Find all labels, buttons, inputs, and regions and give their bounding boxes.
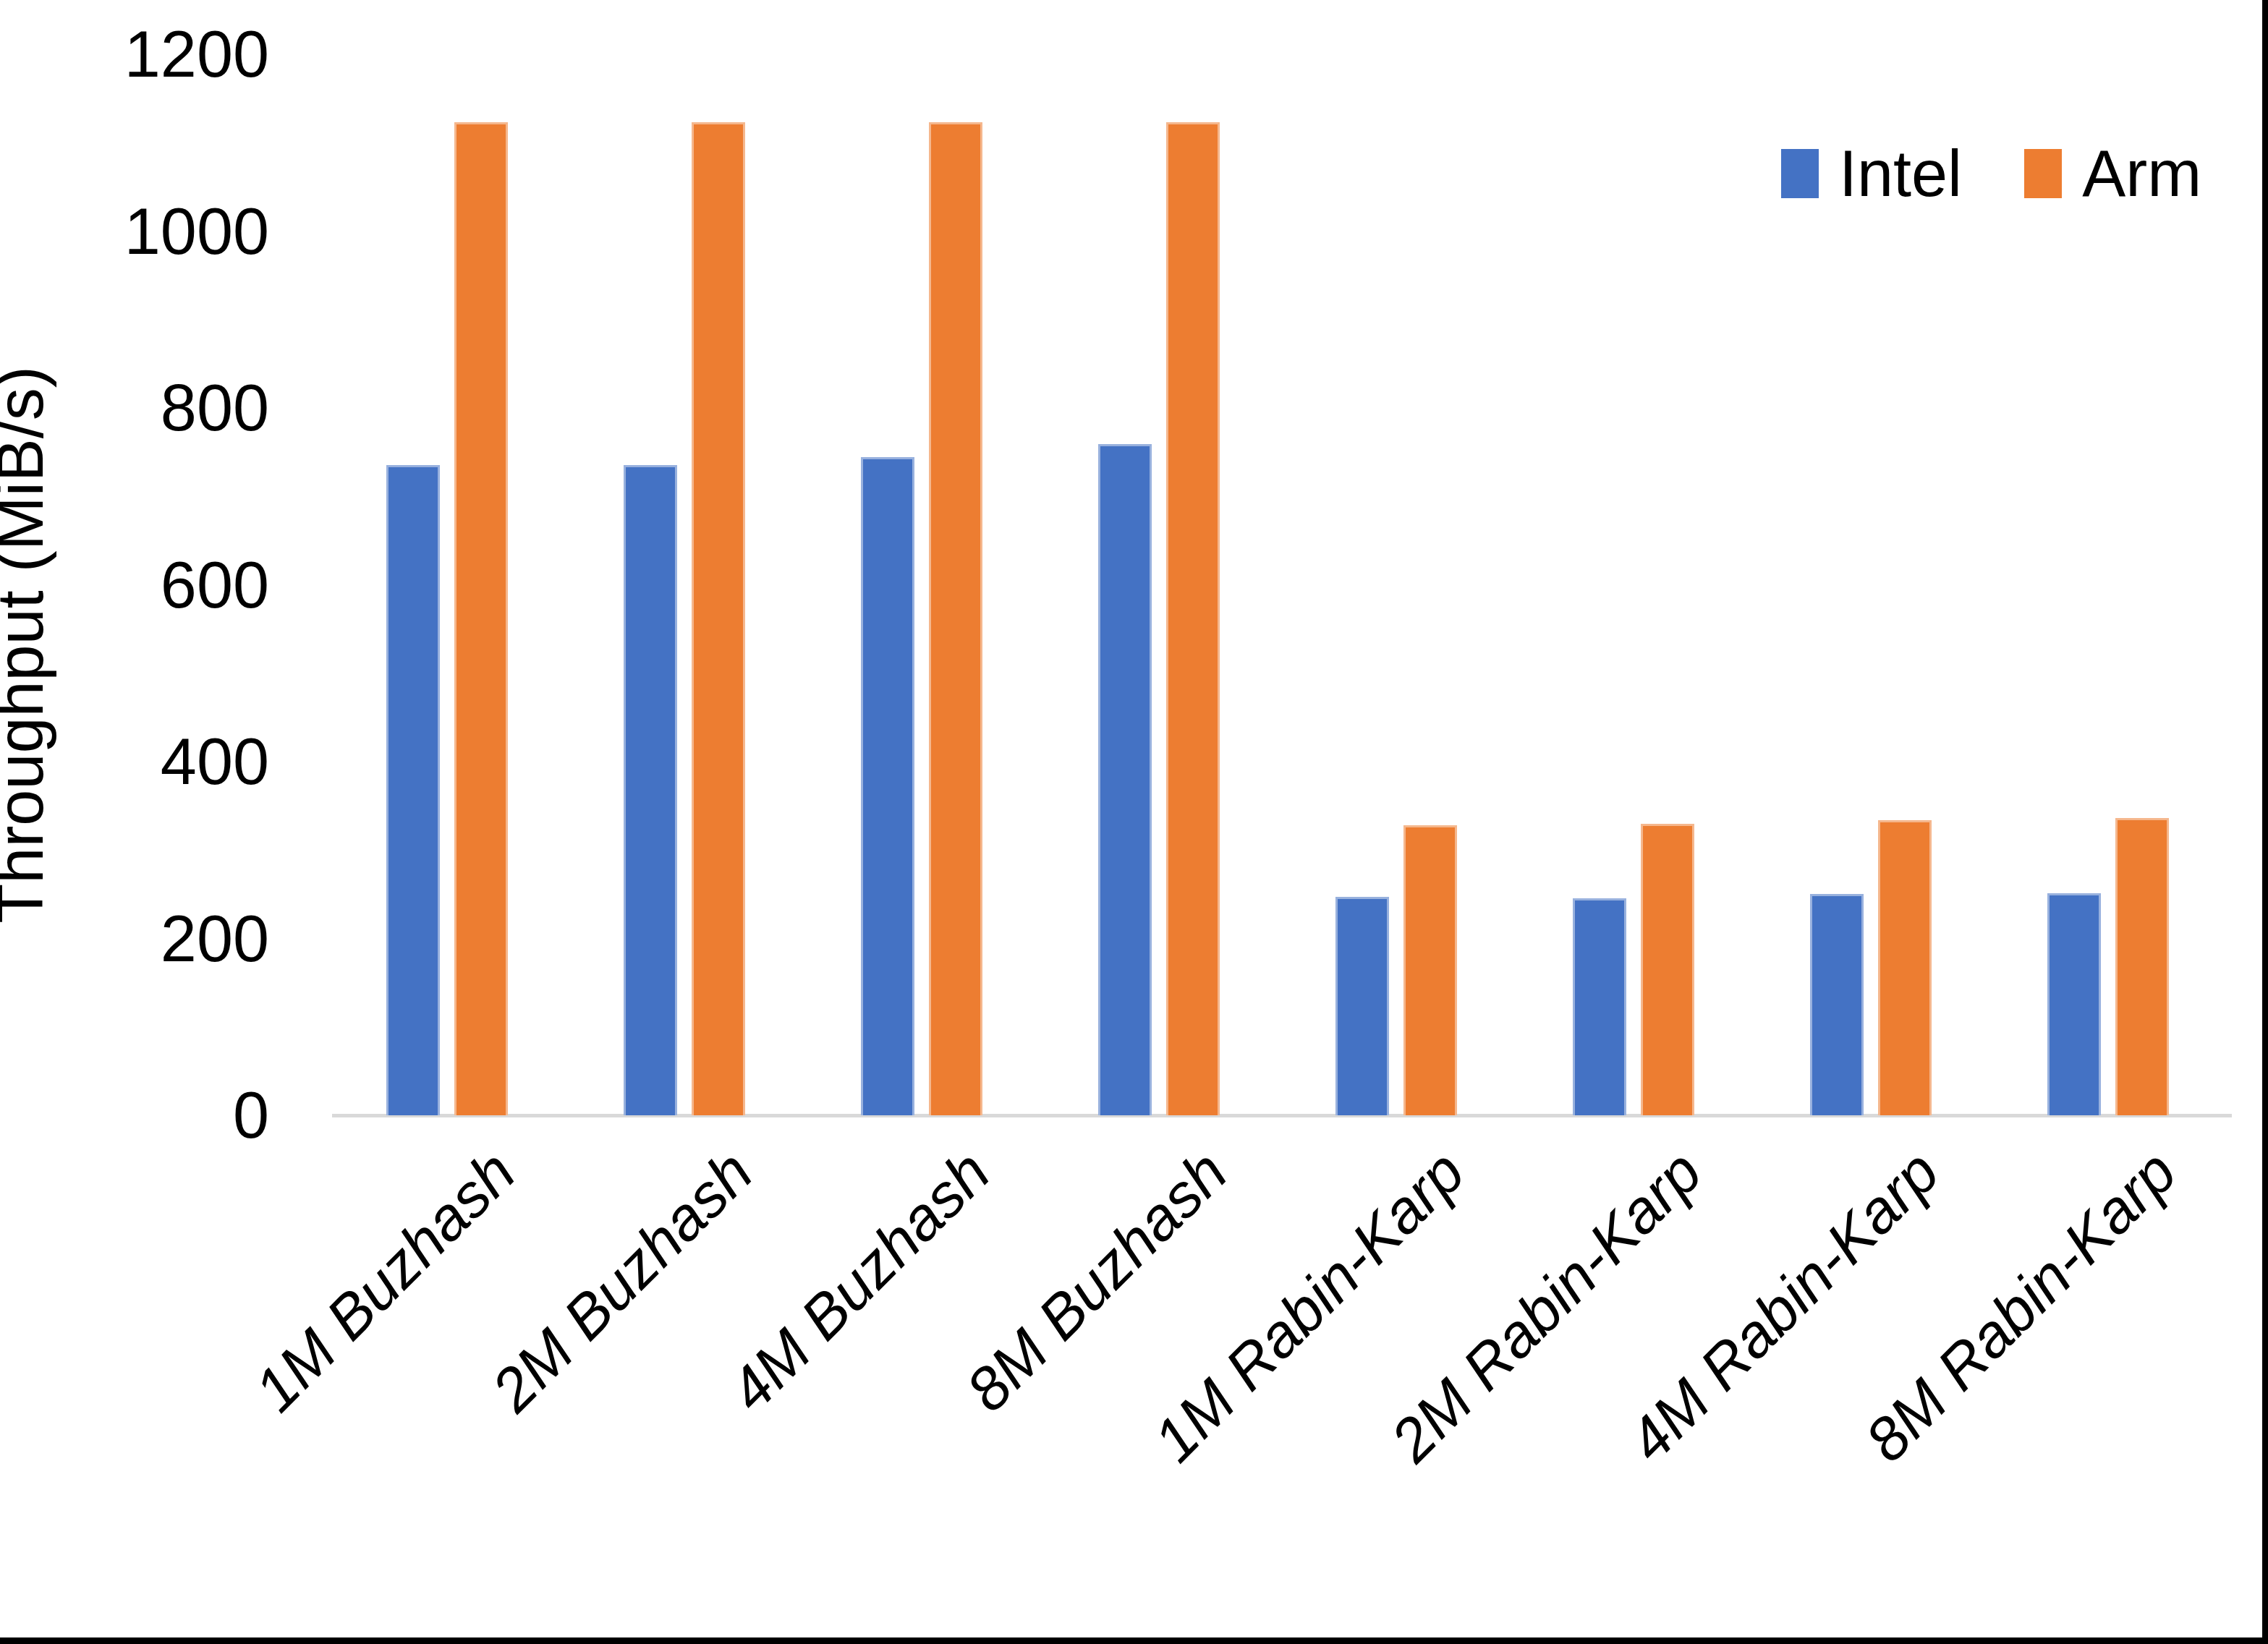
legend-item-intel: Intel xyxy=(1781,137,1962,210)
legend-swatch-arm xyxy=(2024,149,2062,198)
bar-intel-7 xyxy=(1810,894,1864,1115)
legend-swatch-intel xyxy=(1781,149,1819,198)
bar-intel-1 xyxy=(386,465,440,1115)
bar-arm-7 xyxy=(1878,820,1932,1115)
y-tick-label: 600 xyxy=(0,548,269,623)
bar-intel-2 xyxy=(624,465,677,1115)
bar-intel-8 xyxy=(2047,893,2101,1115)
bar-arm-6 xyxy=(1641,824,1694,1115)
y-tick-label: 400 xyxy=(0,724,269,799)
y-axis-title-text: Throughput (MiB/s) xyxy=(0,139,58,1151)
bar-arm-8 xyxy=(2115,818,2169,1115)
bar-arm-1 xyxy=(454,122,508,1115)
legend-label-intel: Intel xyxy=(1839,137,1962,210)
right-border xyxy=(2262,0,2268,1644)
bar-arm-5 xyxy=(1403,825,1457,1115)
bar-intel-5 xyxy=(1335,897,1389,1115)
y-tick-label: 1000 xyxy=(0,194,269,269)
x-axis-line xyxy=(332,1114,2232,1117)
bar-intel-6 xyxy=(1573,898,1626,1115)
bar-intel-3 xyxy=(861,457,914,1115)
y-tick-label: 0 xyxy=(0,1078,269,1153)
y-tick-label: 200 xyxy=(0,901,269,976)
bar-arm-3 xyxy=(929,122,982,1115)
bottom-border xyxy=(0,1637,2268,1644)
y-tick-label: 1200 xyxy=(0,17,269,92)
legend-item-arm: Arm xyxy=(2024,137,2201,210)
bar-arm-4 xyxy=(1166,122,1220,1115)
legend-label-arm: Arm xyxy=(2082,137,2201,210)
bar-intel-4 xyxy=(1098,444,1152,1115)
y-tick-label: 800 xyxy=(0,370,269,446)
legend: Intel Arm xyxy=(1781,137,2201,210)
chart-canvas: Throughput (MiB/s) 0 200 400 600 800 1000 1200… xyxy=(0,0,2268,1644)
bar-arm-2 xyxy=(692,122,745,1115)
